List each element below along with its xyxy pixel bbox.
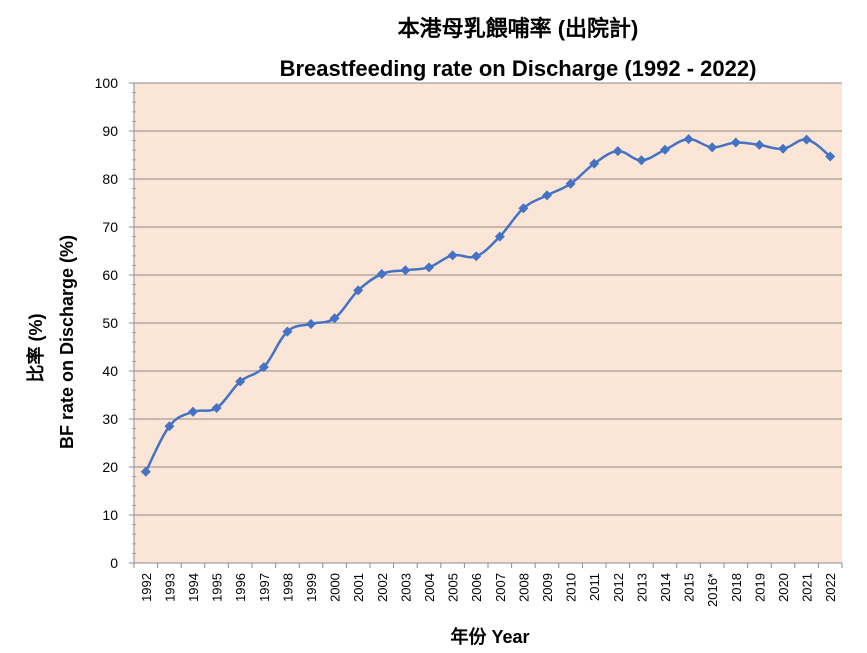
data-point (542, 190, 552, 201)
x-tick-label: 2019 (752, 573, 767, 602)
x-tick-label: 2021 (800, 573, 815, 602)
x-tick-label: 2020 (776, 573, 791, 602)
data-point (825, 151, 836, 162)
data-point (424, 262, 434, 273)
x-axis-ticks: 1992 1993 1994 1995 1996 1997 1998 1999 2000 2001… (133, 563, 843, 607)
data-point (447, 250, 458, 261)
data-point (612, 146, 623, 157)
chart-subtitle: Breastfeeding rate on Discharge (1992 - … (280, 56, 757, 81)
y-tick-label: 90 (102, 123, 118, 139)
data-point (400, 265, 411, 276)
x-tick-label: 1994 (186, 573, 201, 602)
data-point (306, 318, 316, 329)
x-tick-label: 2018 (729, 573, 744, 602)
x-tick-label: 2013 (634, 573, 649, 602)
data-point (376, 269, 387, 280)
x-tick-label: 2003 (398, 573, 413, 602)
data-point (636, 155, 647, 166)
data-point (353, 285, 364, 296)
x-tick-label: 2005 (446, 573, 461, 602)
data-point (518, 203, 529, 214)
data-point (188, 406, 198, 417)
x-tick-label: 2000 (328, 573, 343, 602)
x-tick-label: 2006 (469, 573, 484, 602)
data-point (730, 137, 741, 148)
y-tick-label: 50 (102, 315, 118, 331)
x-tick-label: 1996 (233, 573, 248, 602)
series-markers (140, 134, 836, 477)
gridlines (133, 82, 842, 564)
data-point (754, 139, 765, 150)
data-point (282, 326, 293, 337)
y-tick-label: 20 (102, 459, 118, 475)
x-tick-label: 1995 (210, 573, 225, 602)
x-tick-label: 2014 (658, 573, 673, 602)
x-tick-label: 2007 (493, 573, 508, 602)
x-tick-label: 1997 (257, 573, 272, 602)
data-point (565, 178, 576, 189)
data-point (471, 251, 482, 262)
x-tick-label: 2016* (705, 573, 720, 607)
x-tick-label: 1992 (139, 573, 154, 602)
data-point (660, 144, 670, 155)
x-tick-label: 2002 (375, 573, 390, 602)
y-axis-label-chinese: 比率 (%) (25, 314, 46, 383)
y-tick-label: 100 (95, 75, 119, 91)
y-tick-label: 0 (110, 555, 118, 571)
x-axis-label: 年份 Year (450, 626, 529, 647)
x-tick-label: 1998 (280, 573, 295, 602)
data-point (778, 143, 788, 154)
y-tick-label: 80 (102, 171, 118, 187)
y-tick-label: 60 (102, 267, 118, 283)
x-tick-label: 2015 (682, 573, 697, 602)
data-point (235, 376, 246, 387)
x-tick-label: 2001 (351, 573, 366, 602)
data-point (707, 142, 718, 153)
x-tick-label: 2010 (564, 573, 579, 602)
data-point (140, 466, 151, 477)
data-point (494, 231, 505, 242)
y-tick-label: 10 (102, 507, 118, 523)
x-tick-label: 1993 (162, 573, 177, 602)
y-tick-label: 30 (102, 411, 118, 427)
data-point (329, 313, 340, 324)
x-tick-label: 2022 (823, 573, 838, 602)
data-point (801, 134, 812, 145)
data-point (589, 158, 600, 169)
chart-title: 本港母乳餵哺率 (出院計) (398, 16, 639, 41)
x-tick-label: 2008 (516, 573, 531, 602)
data-point (164, 421, 175, 432)
x-tick-label: 1999 (304, 573, 319, 602)
data-point (258, 362, 269, 373)
data-point (211, 402, 222, 413)
x-tick-label: 2004 (422, 573, 437, 602)
y-tick-label: 40 (102, 363, 118, 379)
y-axis-ticks: 0 10 20 30 40 50 60 70 80 90 100 (95, 75, 136, 571)
y-tick-label: 70 (102, 219, 118, 235)
data-point (683, 134, 694, 145)
x-tick-label: 2011 (587, 573, 602, 601)
y-axis-label-english: BF rate on Discharge (%) (57, 235, 77, 449)
x-tick-label: 2009 (540, 573, 555, 602)
x-tick-label: 2012 (611, 573, 626, 602)
